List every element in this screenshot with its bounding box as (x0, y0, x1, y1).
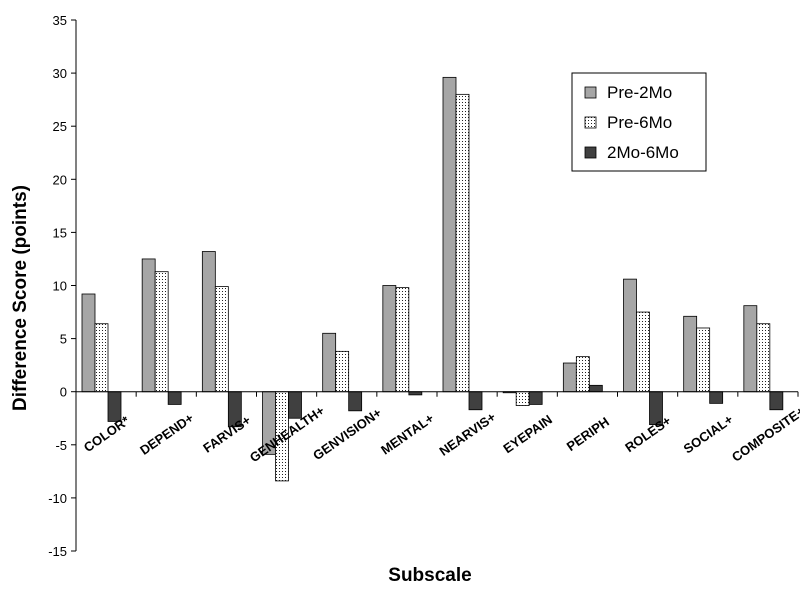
y-axis-ticks: -15 -10 -5 0 5 10 15 20 25 30 35 (48, 13, 76, 559)
legend-swatch (584, 86, 597, 99)
x-axis-category-labels: COLOR* DEPEND+ FARVIS+GENHEALTH+GENVISION+… (81, 403, 800, 466)
bar-pre-2mo-periph (562, 362, 577, 393)
x-axis-title: Subscale (388, 565, 471, 586)
bar-2mo-6mo-eyepain (528, 391, 543, 405)
bar-pre-2mo-color (81, 293, 96, 393)
bar-pre-2mo-genvision (322, 332, 337, 393)
x-category-label: COLOR* (81, 412, 133, 455)
x-category-label: MENTAL+ (378, 410, 437, 457)
bar-2mo-6mo-genhealth (288, 391, 302, 419)
x-category-label: ROLES+ (622, 413, 674, 456)
y-tick-label: -10 (48, 491, 67, 506)
bar-2mo-6mo-periph (588, 384, 603, 393)
y-tick-label: 20 (53, 172, 67, 187)
bar-pre-6mo-composite (756, 323, 771, 393)
bar-pre-6mo-nearvis (455, 93, 470, 393)
bar-series-group (81, 76, 784, 482)
x-category-label: FARVIS+ (200, 412, 253, 456)
bar-2mo-6mo-social (709, 391, 724, 404)
bar-pre-2mo-social (683, 315, 698, 393)
bar-pre-2mo-mental (382, 285, 397, 393)
bar-pre-2mo-farvis (201, 251, 216, 393)
bar-pre-6mo-genvision (335, 350, 350, 393)
bar-pre-6mo-color (94, 323, 109, 393)
y-tick-label: 5 (60, 332, 67, 347)
y-tick-label: 35 (53, 13, 67, 28)
y-tick-label: 10 (53, 279, 67, 294)
bar-pre-2mo-roles (623, 278, 637, 393)
bar-pre-2mo-depend (141, 258, 156, 393)
y-tick-label: 0 (60, 385, 67, 400)
y-tick-label: -15 (48, 544, 67, 559)
bar-2mo-6mo-composite (769, 391, 784, 411)
bar-pre-6mo-social (696, 327, 711, 393)
y-tick-label: 25 (53, 119, 67, 134)
x-category-label: EYEPAIN (500, 412, 555, 456)
bar-pre-6mo-eyepain (515, 391, 530, 406)
legend-label: Pre-6Mo (607, 113, 672, 132)
bar-2mo-6mo-nearvis (468, 391, 483, 411)
bar-pre-2mo-composite (743, 305, 758, 393)
bar-pre-2mo-nearvis (442, 76, 457, 393)
y-tick-label: 15 (53, 225, 67, 240)
x-category-label: NEARVIS+ (437, 409, 499, 459)
legend-swatch (584, 146, 597, 159)
x-category-label: PERIPH (564, 414, 612, 454)
legend-label: Pre-2Mo (607, 83, 672, 102)
bar-2mo-6mo-genvision (348, 391, 363, 412)
legend-label: 2Mo-6Mo (607, 143, 679, 162)
bar-pre-6mo-depend (154, 271, 169, 393)
y-axis-title: Difference Score (points) (10, 185, 31, 411)
bar-2mo-6mo-depend (167, 391, 182, 405)
bar-pre-6mo-mental (395, 287, 410, 393)
legend: Pre-2Mo Pre-6Mo 2Mo-6Mo (571, 72, 707, 172)
bar-pre-6mo-periph (575, 356, 590, 393)
y-tick-label: 30 (53, 66, 67, 81)
legend-swatch (584, 116, 597, 129)
x-category-label: COMPOSITE+ (729, 403, 800, 465)
y-tick-label: -5 (55, 438, 67, 453)
x-category-label: SOCIAL+ (681, 411, 736, 456)
bar-pre-6mo-roles (636, 311, 650, 393)
x-category-label: DEPEND+ (137, 410, 197, 458)
axes (75, 20, 799, 551)
bar-pre-6mo-farvis (214, 286, 229, 393)
